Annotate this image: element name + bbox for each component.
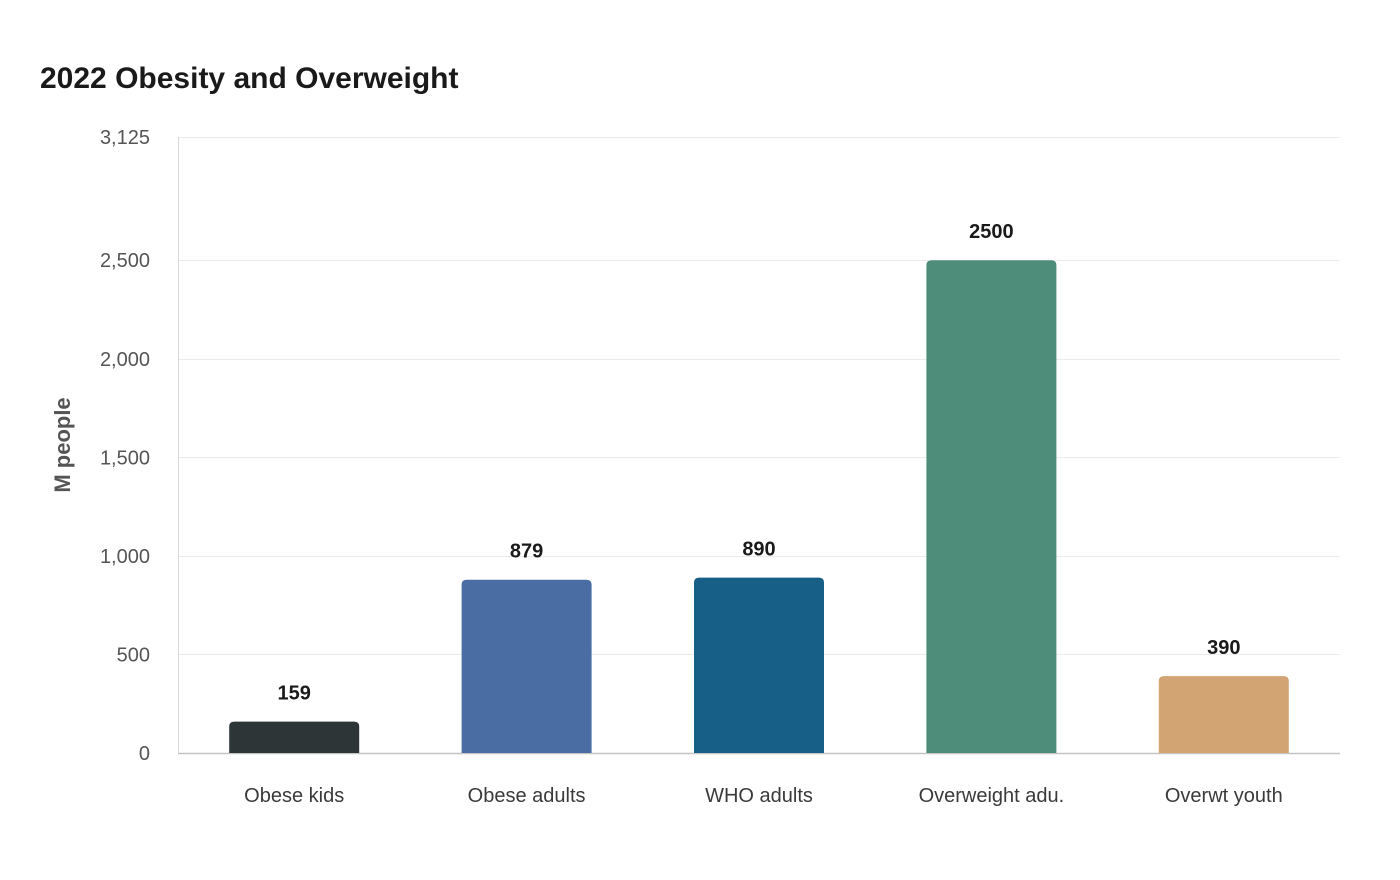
data-label: 159 [278, 683, 311, 705]
x-tick-label: Overweight adu. [919, 785, 1065, 807]
y-tick-label: 2,500 [100, 250, 150, 272]
y-axis-title: M people [50, 397, 75, 492]
y-tick-label: 0 [139, 743, 150, 765]
data-label: 890 [742, 539, 775, 561]
bars [229, 260, 1289, 753]
y-tick-label: 500 [117, 644, 150, 666]
x-tick-labels: Obese kids Obese adults WHO adults Overweig… [244, 785, 1283, 807]
x-tick-label: WHO adults [705, 785, 813, 807]
bar-overweight-adu [926, 260, 1057, 753]
gridlines [178, 137, 1340, 655]
x-tick-label: Obese adults [468, 785, 586, 807]
y-tick-label: 1,000 [100, 546, 150, 568]
chart-title: 2022 Obesity and Overweight [40, 62, 459, 95]
y-tick-label: 1,500 [100, 447, 150, 469]
y-tick-label: 2,000 [100, 349, 150, 371]
y-tick-label: 3,125 [100, 127, 150, 149]
data-label: 2500 [969, 221, 1014, 243]
bar-obese-adults [461, 579, 592, 753]
y-tick-labels: 0 500 1,000 1,500 2,000 2,500 3,125 [100, 127, 150, 765]
data-labels: 159 879 890 2500 390 [278, 221, 1241, 704]
bar-overwt-youth [1158, 676, 1289, 753]
data-label: 879 [510, 541, 543, 563]
bar-who-adults [694, 577, 824, 753]
bar-obese-kids [229, 721, 360, 753]
x-tick-label: Overwt youth [1165, 785, 1283, 807]
data-label: 390 [1207, 637, 1240, 659]
axes [178, 137, 1340, 755]
x-tick-label: Obese kids [244, 785, 344, 807]
